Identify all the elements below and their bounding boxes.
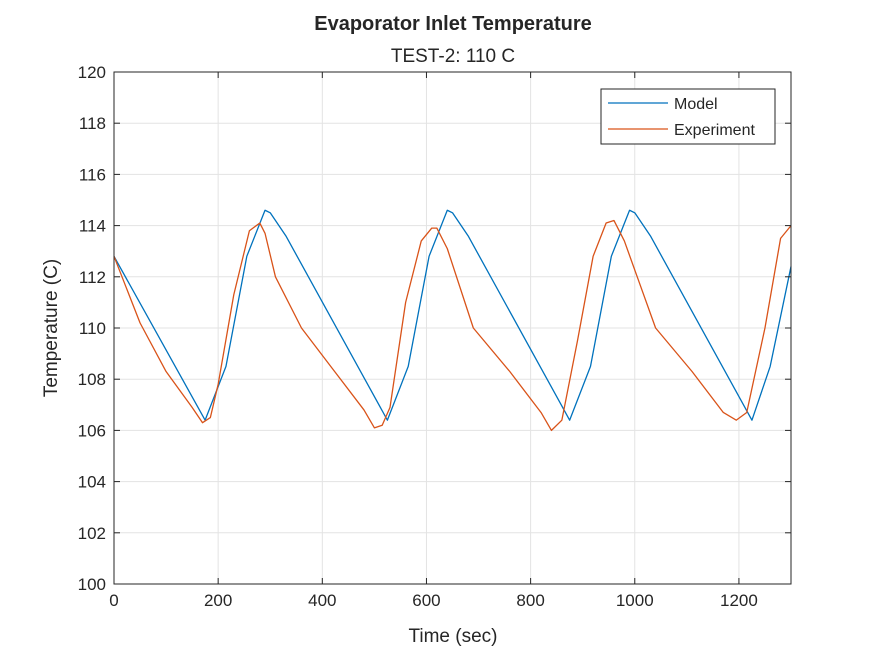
legend-box [600, 88, 776, 145]
x-tick-label: 400 [308, 591, 336, 610]
x-tick-label: 1000 [616, 591, 654, 610]
y-tick-label: 102 [78, 524, 106, 543]
x-axis-label: Time (sec) [408, 626, 497, 647]
grid [113, 71, 791, 585]
chart-title: Evaporator Inlet Temperature [314, 13, 591, 35]
y-tick-label: 112 [79, 268, 106, 287]
y-tick-label: 108 [78, 370, 106, 389]
y-tick-label: 114 [79, 217, 106, 236]
legend-label-experiment: Experiment [674, 122, 755, 139]
x-tick-label: 0 [109, 591, 118, 610]
x-tick-label: 600 [412, 591, 440, 610]
legend-label-model: Model [674, 96, 718, 113]
series-line-experiment [113, 219, 792, 432]
y-tick-label: 104 [78, 473, 106, 492]
x-tick-label: 800 [516, 591, 544, 610]
y-tick-label: 120 [78, 63, 106, 82]
y-tick-label: 116 [79, 165, 106, 184]
y-tick-label: 100 [78, 575, 106, 594]
chart-subtitle: TEST-2: 110 C [391, 46, 515, 67]
y-tick-label: 106 [78, 421, 106, 440]
y-tick-label: 110 [79, 319, 106, 338]
axis-ticks: 0 200 400 600 800 1000 1200 100 102 104 106 108 110 1… [78, 63, 791, 610]
y-tick-label: 118 [79, 114, 106, 133]
x-tick-label: 1200 [720, 591, 758, 610]
y-axis-label: Temperature (C) [41, 259, 62, 397]
series-group [113, 209, 792, 432]
legend: Model Experiment [600, 88, 776, 145]
series-line-model [113, 209, 792, 421]
x-tick-label: 200 [204, 591, 232, 610]
